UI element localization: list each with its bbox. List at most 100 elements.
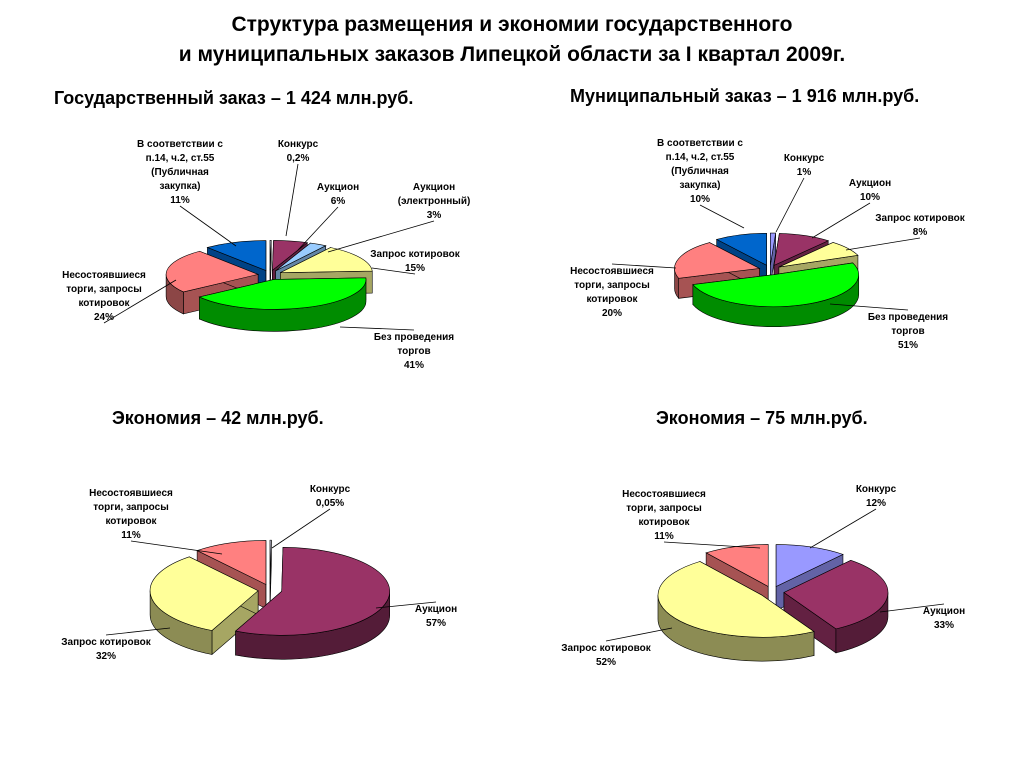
page-title-line-1: Структура размещения и экономии государс… bbox=[231, 13, 793, 36]
leader-line bbox=[605, 627, 673, 642]
slice-label-text: (Публичная bbox=[151, 166, 209, 178]
leader-line bbox=[811, 202, 871, 239]
pie-slice-2 bbox=[234, 547, 390, 660]
leader-line bbox=[105, 627, 171, 636]
slice-label-text: торги, запросы bbox=[574, 280, 649, 291]
slice-label-text: 8% bbox=[913, 227, 928, 238]
page-title-line-2: и муниципальных заказов Липецкой области… bbox=[178, 43, 846, 66]
slice-label-text: Запрос котировок bbox=[561, 643, 651, 654]
leader-line bbox=[103, 279, 177, 324]
slice-label-text: Несостоявшиеся bbox=[570, 266, 654, 277]
slice-label-3: Запрос котировок 32% bbox=[61, 627, 171, 662]
pie-slice-3 bbox=[657, 561, 815, 662]
pie-chart-4: Конкурс 12% Аукцион 33% Запрос котировок 52% Н… bbox=[561, 484, 965, 668]
slice-label-text: Аукцион bbox=[849, 178, 891, 189]
slice-label-text: 32% bbox=[96, 651, 116, 662]
slice-label-text: Без проведения bbox=[868, 312, 948, 323]
slice-label-text: Запрос котировок bbox=[61, 637, 151, 648]
slice-label-text: торги, запросы bbox=[66, 284, 141, 295]
slice-label-text: Аукцион bbox=[413, 182, 455, 193]
slice-label-5: Без проведения торгов 41% bbox=[339, 326, 454, 371]
slice-label-text: В соответствии с bbox=[657, 138, 743, 149]
slice-label-text: (Публичная bbox=[671, 165, 729, 177]
slice-label-text: Конкурс bbox=[784, 153, 825, 164]
leader-line bbox=[611, 263, 677, 269]
municipal-order-heading: Муниципальный заказ – 1 916 млн.руб. bbox=[570, 86, 920, 106]
slice-label-7: В соответствии с п.14, ч.2, ст.55 (Публичн… bbox=[137, 139, 237, 247]
slice-label-3: Запрос котировок 8% bbox=[845, 213, 966, 251]
pie-slice-5 bbox=[198, 277, 367, 332]
slice-label-text: 11% bbox=[121, 530, 141, 541]
leader-line bbox=[775, 177, 805, 233]
slice-label-4: Запрос котировок 15% bbox=[370, 249, 461, 275]
slice-label-text: В соответствии с bbox=[137, 139, 223, 150]
pie-chart-1: Конкурс 0,2% Аукцион 6% Аукцион (электронный)… bbox=[62, 139, 470, 371]
slice-label-text: Аукцион bbox=[317, 182, 359, 193]
slice-label-2: Аукцион 10% bbox=[811, 178, 891, 239]
leader-line bbox=[297, 206, 339, 251]
slice-label-text: п.14, ч.2, ст.55 bbox=[666, 152, 735, 163]
leader-line bbox=[699, 204, 745, 229]
slice-label-text: 0,05% bbox=[316, 498, 344, 509]
slice-label-text: 0,2% bbox=[287, 153, 310, 164]
pie-slice-3 bbox=[149, 556, 259, 656]
leader-line bbox=[271, 508, 331, 549]
slice-label-text: торги, запросы bbox=[626, 503, 701, 514]
state-savings-heading: Экономия – 42 млн.руб. bbox=[112, 408, 324, 428]
slice-label-1: Конкурс 0,2% bbox=[278, 139, 319, 237]
slice-label-2: Аукцион 33% bbox=[879, 603, 965, 631]
slice-label-text: 3% bbox=[427, 210, 442, 221]
leader-line bbox=[845, 237, 921, 251]
slice-label-text: котировок bbox=[586, 294, 638, 305]
slice-label-text: котировок bbox=[78, 298, 130, 309]
slice-label-text: 52% bbox=[596, 657, 616, 668]
slice-label-text: Аукцион bbox=[415, 604, 457, 615]
slice-label-text: котировок bbox=[105, 516, 157, 527]
slice-label-1: Конкурс 1% bbox=[775, 153, 825, 233]
leader-line bbox=[663, 541, 761, 549]
slice-label-1: Конкурс 0,05% bbox=[271, 484, 351, 549]
slice-label-text: Несостоявшиеся bbox=[62, 270, 146, 281]
municipal-savings-heading: Экономия – 75 млн.руб. bbox=[656, 408, 868, 428]
slice-label-text: Без проведения bbox=[374, 332, 454, 343]
state-order-heading: Государственный заказ – 1 424 млн.руб. bbox=[54, 88, 414, 108]
slice-label-text: 33% bbox=[934, 620, 954, 631]
slice-label-text: 1% bbox=[797, 167, 812, 178]
slice-label-text: Конкурс bbox=[278, 139, 319, 150]
slice-label-text: Конкурс bbox=[310, 484, 351, 495]
slice-label-text: 15% bbox=[405, 263, 425, 274]
slice-label-text: 10% bbox=[690, 194, 710, 205]
pie-slice-4 bbox=[692, 262, 860, 327]
pie-chart-2: Конкурс 1% Аукцион 10% Запрос котировок 8% Без… bbox=[570, 138, 966, 351]
slice-label-text: Несостоявшиеся bbox=[622, 489, 706, 500]
slice-label-text: 57% bbox=[426, 618, 446, 629]
slice-label-text: Несостоявшиеся bbox=[89, 488, 173, 499]
page-title: Структура размещения и экономии государс… bbox=[0, 10, 1024, 70]
slice-label-text: 11% bbox=[170, 195, 190, 206]
leader-line bbox=[339, 326, 415, 331]
slice-label-3: Аукцион (электронный) 3% bbox=[327, 182, 471, 253]
pie-slice-2 bbox=[783, 559, 889, 654]
slice-label-text: закупка) bbox=[680, 180, 721, 191]
slice-label-4: Несостоявшиеся торги, запросы котировок 11% bbox=[89, 488, 223, 555]
slice-label-text: 11% bbox=[654, 531, 674, 542]
leader-line bbox=[285, 163, 299, 237]
slice-label-text: торгов bbox=[891, 326, 924, 337]
slice-label-text: котировок bbox=[638, 517, 690, 528]
slice-label-4: Несостоявшиеся торги, запросы котировок 11% bbox=[622, 489, 761, 549]
slice-label-text: 6% bbox=[331, 196, 346, 207]
slice-label-text: (электронный) bbox=[398, 196, 471, 207]
slice-label-3: Запрос котировок 52% bbox=[561, 627, 673, 668]
leader-line bbox=[809, 508, 877, 549]
slice-label-text: Запрос котировок bbox=[875, 213, 965, 224]
slice-label-text: 51% bbox=[898, 340, 918, 351]
slice-label-2: Аукцион 57% bbox=[375, 601, 457, 629]
leader-line bbox=[327, 220, 435, 253]
leader-line bbox=[179, 205, 237, 247]
slice-label-6: Несостоявшиеся торги, запросы котировок 24% bbox=[62, 270, 177, 324]
slice-label-text: Конкурс bbox=[856, 484, 897, 495]
leader-line bbox=[829, 303, 909, 311]
leader-line bbox=[879, 603, 945, 613]
slice-label-2: Аукцион 6% bbox=[297, 182, 359, 251]
